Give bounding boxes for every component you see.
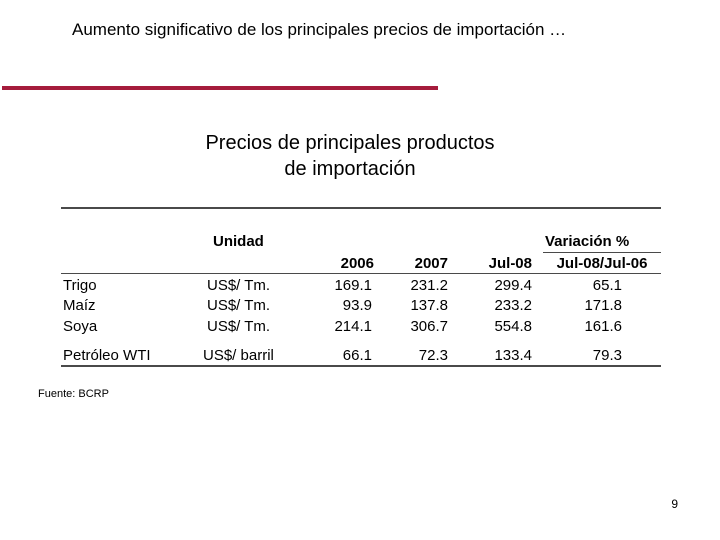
value-2007: 306.7	[410, 318, 448, 335]
col-header-2007: 2007	[414, 255, 448, 272]
value-jul08: 299.4	[494, 277, 532, 294]
slide-title: Aumento significativo de los principales…	[72, 20, 567, 39]
header-variacion: Variación %	[545, 233, 630, 250]
header-unidad: Unidad	[213, 233, 264, 250]
col-header-jul08: Jul-08	[488, 255, 532, 272]
col-header-2006: 2006	[340, 255, 374, 272]
product-cell: Trigo	[63, 277, 97, 294]
unit-cell: US$/ Tm.	[207, 277, 271, 294]
product-cell: Petróleo WTI	[63, 347, 151, 364]
value-2006: 93.9	[342, 297, 372, 314]
value-2006: 169.1	[334, 277, 372, 294]
value-var: 161.6	[584, 318, 622, 335]
table-top-rule	[61, 207, 661, 209]
value-jul08: 554.8	[494, 318, 532, 335]
value-2007: 137.8	[410, 297, 448, 314]
value-2006: 214.1	[334, 318, 372, 335]
value-jul08: 233.2	[494, 297, 532, 314]
unit-cell: US$/ Tm.	[207, 318, 271, 335]
value-var: 171.8	[584, 297, 622, 314]
page-number: 9	[671, 497, 678, 511]
value-var: 65.1	[592, 277, 622, 294]
unit-cell: US$/ Tm.	[207, 297, 271, 314]
table-title-line2: de importación	[284, 158, 416, 180]
table-title: Precios de principales productos de impo…	[140, 130, 560, 182]
title-accent-rule	[2, 86, 438, 90]
source-note: Fuente: BCRP	[38, 388, 109, 400]
col-header-var: Jul-08/Jul-06	[556, 255, 648, 272]
value-2007: 231.2	[410, 277, 448, 294]
unit-cell: US$/ barril	[203, 347, 274, 364]
value-jul08: 133.4	[494, 347, 532, 364]
header-rule	[61, 273, 661, 274]
product-cell: Soya	[63, 318, 98, 335]
table-bottom-rule	[61, 365, 661, 367]
value-2006: 66.1	[342, 347, 372, 364]
product-cell: Maíz	[63, 297, 96, 314]
value-2007: 72.3	[418, 347, 448, 364]
value-var: 79.3	[592, 347, 622, 364]
table-title-line1: Precios de principales productos	[205, 132, 495, 154]
variacion-underline	[543, 252, 661, 253]
